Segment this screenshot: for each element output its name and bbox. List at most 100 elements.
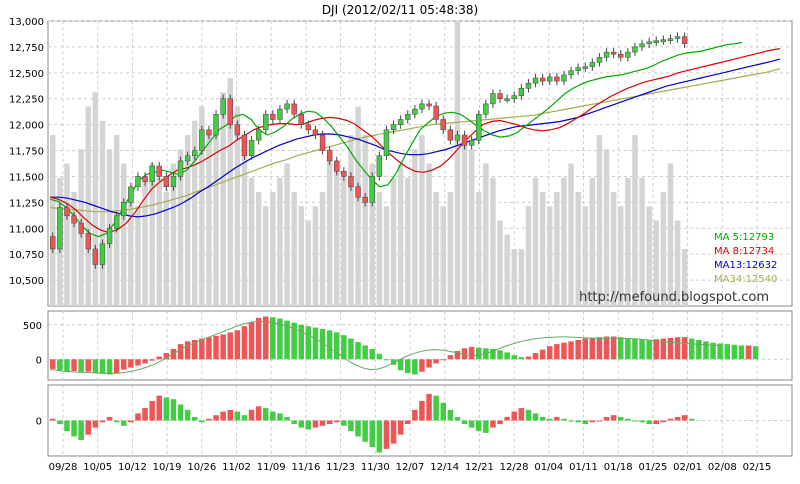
macd-bar [156, 356, 162, 360]
volume-bar [213, 120, 219, 306]
volume-bar [476, 192, 482, 306]
ma-legend-ma13: MA13:12632 [714, 260, 777, 271]
osc-bar [518, 408, 525, 421]
osc-bar [220, 411, 226, 421]
osc-bar [113, 420, 120, 423]
macd-bar [689, 338, 695, 360]
candle-down [461, 134, 468, 146]
macd-bar [476, 347, 482, 360]
osc-bar [397, 420, 404, 435]
macd-bar [57, 359, 63, 371]
osc-bar [163, 397, 170, 421]
osc-bar [248, 409, 255, 421]
osc-bar [667, 418, 674, 421]
candle-up [511, 95, 517, 99]
candle-up [632, 46, 638, 53]
macd-bar [312, 327, 319, 360]
candle-up [660, 39, 667, 42]
candle-down [539, 77, 546, 82]
osc-bar [334, 420, 340, 423]
candle-up [568, 70, 574, 76]
osc-bar [547, 418, 553, 421]
volume-bar [128, 192, 134, 306]
candle-up [177, 160, 184, 177]
candle-up [284, 103, 290, 110]
ma5-line [49, 41, 743, 238]
volume-bar [468, 149, 475, 306]
price-y-tick-label: 10,750 [9, 250, 44, 261]
volume-bar [646, 206, 652, 306]
macd-bar [277, 318, 283, 360]
macd-bar [64, 359, 70, 372]
macd-bar [270, 317, 276, 360]
volume-bar [681, 249, 688, 306]
candle-up [532, 77, 539, 84]
watermark: http://mefound.blogspot.com [579, 290, 769, 305]
macd-bar [355, 342, 361, 360]
macd-bar [71, 359, 77, 372]
osc-bar [192, 416, 198, 421]
macd-bar [255, 317, 262, 360]
volume-bar [632, 135, 638, 306]
price-y-tick-label: 12,750 [9, 43, 44, 54]
volume-bar [319, 192, 326, 306]
macd-bar [603, 336, 610, 360]
volume-bar [511, 249, 517, 306]
volume-bar [426, 163, 432, 306]
candle-down [163, 176, 170, 188]
osc-bar [490, 420, 496, 428]
osc-bar [461, 420, 468, 425]
macd-bar [177, 344, 184, 360]
macd-bar [142, 359, 148, 364]
candle-up [490, 93, 496, 105]
macd-bar [334, 332, 340, 360]
osc-bar [234, 411, 241, 421]
osc-bar [625, 418, 631, 421]
price-y-tick-label: 12,000 [9, 121, 44, 132]
macd-bar [539, 349, 546, 360]
x-tick-label: 11/02 [222, 462, 251, 473]
candle-up [589, 62, 596, 67]
osc-bar [383, 420, 390, 449]
macd-bar [639, 339, 645, 360]
volume-bar [582, 206, 588, 306]
price-y-tick-label: 12,250 [9, 95, 44, 106]
osc-bar [241, 415, 248, 421]
volume-bar [334, 163, 340, 306]
candle-down [554, 76, 560, 82]
candle-up [518, 88, 525, 96]
macd-bar [199, 338, 205, 360]
osc-bar [255, 406, 262, 421]
volume-bar [369, 163, 375, 306]
macd-bar [554, 344, 560, 360]
candle-up [390, 124, 397, 131]
osc-bar [433, 395, 439, 421]
candle-up [468, 139, 475, 146]
candle-up [199, 129, 205, 151]
candle-up [376, 155, 383, 177]
osc-bar [184, 409, 191, 421]
volume-bar [561, 177, 567, 306]
macd-bar [128, 359, 134, 368]
candle-up [653, 40, 659, 43]
osc-bar [412, 409, 418, 421]
volume-bar [64, 163, 70, 306]
volume-bar [220, 92, 226, 306]
osc-bar [454, 416, 461, 421]
volume-bar [142, 177, 148, 306]
candle-down [241, 134, 248, 156]
macd-bar [518, 357, 525, 360]
x-tick-label: 12/14 [430, 462, 459, 473]
osc-bar [639, 420, 645, 423]
macd-bar [752, 346, 759, 360]
macd-bar [78, 359, 84, 373]
macd-bar [121, 359, 127, 370]
volume-bar [405, 177, 411, 306]
volume-bar [355, 106, 361, 306]
volume-bar [419, 135, 425, 306]
candle-up [504, 98, 510, 101]
x-tick-label: 12/21 [465, 462, 494, 473]
volume-bar [575, 192, 581, 306]
macd-bar [625, 337, 631, 360]
osc-bar [312, 420, 319, 428]
